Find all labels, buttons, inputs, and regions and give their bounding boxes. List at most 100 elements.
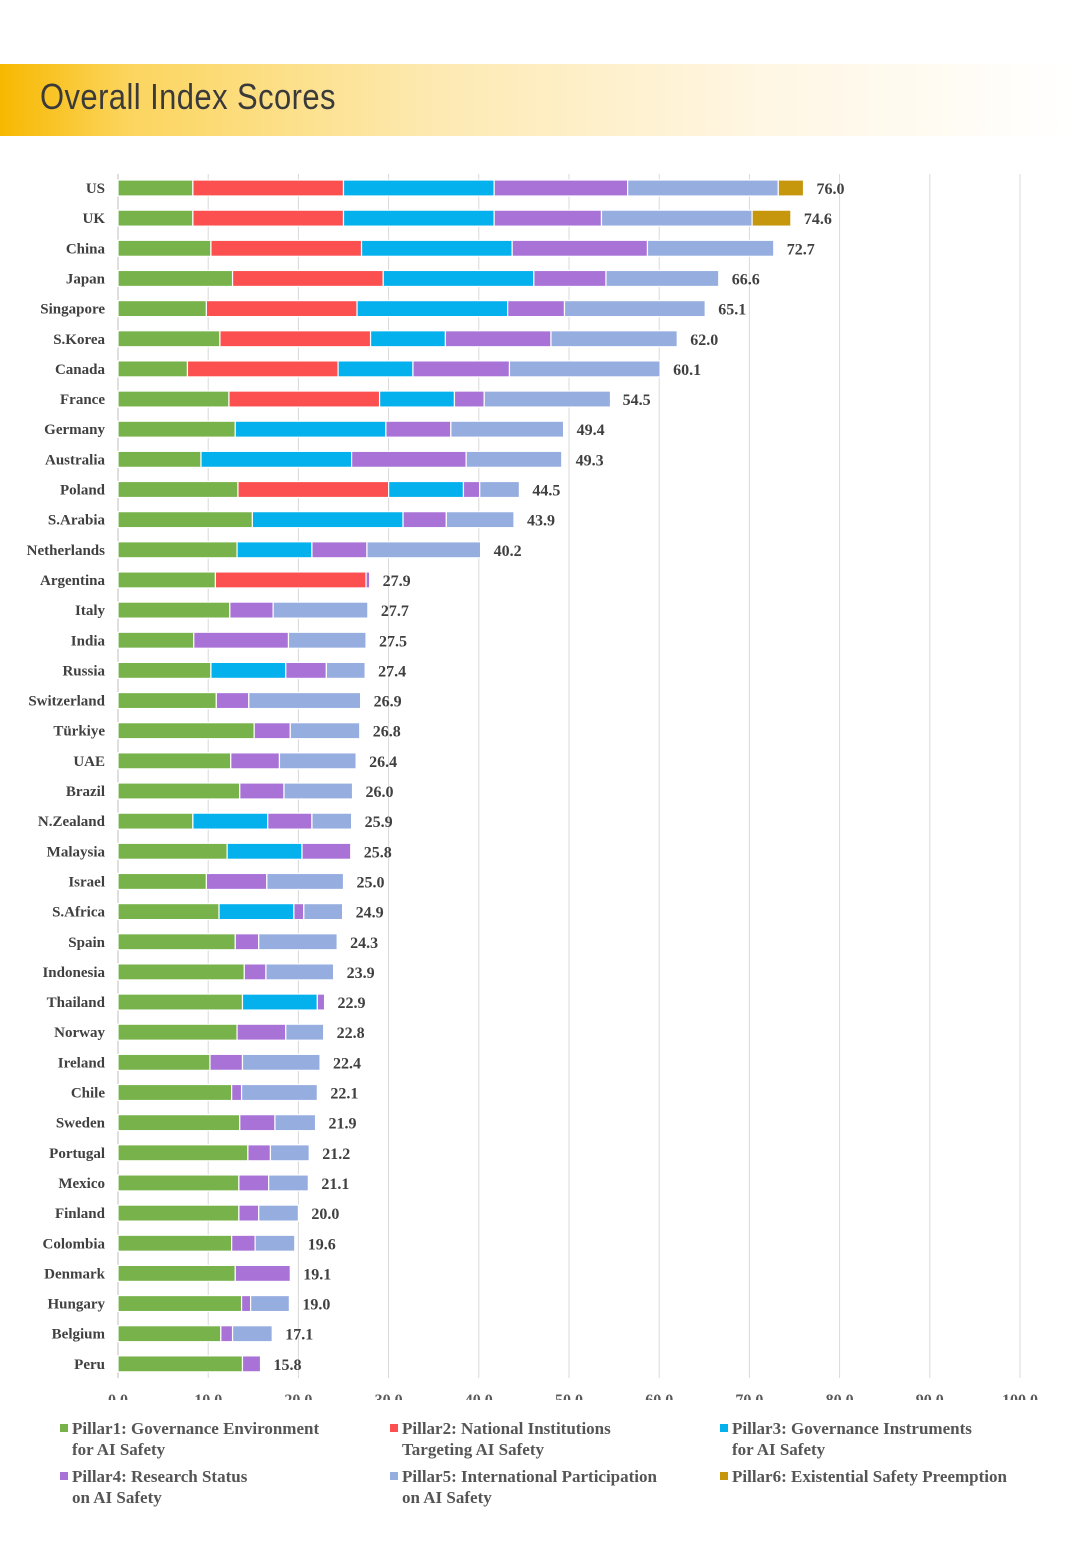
total-value-label: 26.9 bbox=[374, 694, 402, 711]
bar-segment-pillar4 bbox=[241, 1355, 262, 1373]
legend-item-pillar3: Pillar3: Governance Instruments for AI S… bbox=[720, 1418, 972, 1460]
bar-segment-pillar1 bbox=[117, 450, 202, 468]
bar-segment-pillar5 bbox=[241, 1053, 321, 1071]
bar-segment-pillar1 bbox=[117, 390, 230, 408]
bar-segment-pillar2 bbox=[186, 360, 339, 378]
x-tick-label: 10.0 bbox=[194, 1392, 222, 1400]
bar-segment-pillar1 bbox=[117, 1234, 233, 1252]
total-value-label: 44.5 bbox=[532, 483, 560, 500]
total-value-label: 22.9 bbox=[338, 995, 366, 1012]
bar-segment-pillar5 bbox=[600, 209, 753, 227]
bar-segment-pillar3 bbox=[210, 661, 287, 679]
bar-segment-pillar4 bbox=[293, 902, 305, 921]
bar-segment-pillar1 bbox=[117, 1114, 241, 1132]
bar-segment-pillar1 bbox=[117, 330, 221, 348]
bar-segment-pillar3 bbox=[200, 450, 353, 468]
bar-segment-pillar1 bbox=[117, 209, 194, 227]
bar-segment-pillar1 bbox=[117, 902, 220, 921]
bar-segment-pillar5 bbox=[258, 1204, 300, 1222]
bar-segment-pillar4 bbox=[243, 963, 267, 981]
x-tick-label: 0.0 bbox=[108, 1392, 128, 1400]
category-label: Chile bbox=[71, 1086, 106, 1102]
bar-segment-pillar3 bbox=[241, 993, 318, 1011]
bar-segment-pillar1 bbox=[117, 963, 245, 981]
x-tick-label: 20.0 bbox=[284, 1392, 312, 1400]
category-label: Brazil bbox=[66, 784, 105, 800]
category-label: Sweden bbox=[56, 1116, 106, 1132]
bar-segment-pillar1 bbox=[117, 1144, 249, 1162]
legend-item-pillar6: Pillar6: Existential Safety Preemption bbox=[720, 1466, 1007, 1487]
total-value-label: 76.0 bbox=[817, 181, 845, 198]
total-value-label: 26.8 bbox=[373, 724, 401, 741]
category-label: Netherlands bbox=[27, 543, 105, 559]
bar-segment-pillar4 bbox=[493, 209, 603, 227]
total-value-label: 25.8 bbox=[364, 844, 392, 861]
total-value-label: 27.9 bbox=[383, 573, 411, 590]
category-label: UAE bbox=[73, 754, 105, 770]
bar-segment-pillar5 bbox=[254, 1234, 296, 1252]
x-tick-label: 100.0 bbox=[1002, 1392, 1038, 1400]
bar-segment-pillar1 bbox=[117, 360, 189, 378]
total-value-label: 27.7 bbox=[381, 603, 409, 620]
bar-segment-pillar4 bbox=[493, 179, 629, 197]
total-value-label: 27.5 bbox=[379, 633, 407, 650]
bar-segment-pillar1 bbox=[117, 300, 207, 318]
total-value-label: 22.4 bbox=[333, 1055, 361, 1072]
bar-segment-pillar3 bbox=[192, 812, 269, 830]
category-label: Mexico bbox=[58, 1176, 105, 1192]
legend-item-pillar4: Pillar4: Research Status on AI Safety bbox=[60, 1466, 247, 1508]
category-label: Russia bbox=[62, 663, 105, 679]
bar-segment-pillar1 bbox=[117, 691, 217, 710]
total-value-label: 19.6 bbox=[308, 1236, 336, 1253]
bar-segment-pillar1 bbox=[117, 601, 231, 619]
bar-segment-pillar4 bbox=[239, 1114, 276, 1132]
bar-segment-pillar5 bbox=[274, 1114, 317, 1132]
bar-segment-pillar3 bbox=[360, 239, 513, 257]
bar-segment-pillar4 bbox=[209, 1053, 244, 1071]
total-value-label: 19.1 bbox=[303, 1266, 331, 1283]
legend-label: Pillar2: National Institutions Targeting… bbox=[402, 1419, 611, 1459]
total-value-label: 22.1 bbox=[330, 1086, 358, 1103]
bar-segment-pillar1 bbox=[117, 1294, 243, 1313]
bar-segment-pillar1 bbox=[117, 933, 236, 951]
bar-segment-pillar5 bbox=[248, 691, 362, 710]
page-title: Overall Index Scores bbox=[40, 76, 336, 117]
bar-segment-pillar5 bbox=[445, 511, 515, 529]
total-value-label: 43.9 bbox=[527, 513, 555, 530]
bar-segment-pillar5 bbox=[258, 933, 338, 951]
bar-segment-pillar3 bbox=[251, 511, 404, 529]
category-label: US bbox=[86, 181, 105, 197]
bar-segment-pillar6 bbox=[777, 179, 805, 197]
bar-segment-pillar5 bbox=[627, 179, 779, 197]
bar-segment-pillar5 bbox=[249, 1294, 290, 1313]
bar-segment-pillar4 bbox=[238, 1204, 260, 1222]
bar-segment-pillar5 bbox=[265, 963, 335, 981]
legend-item-pillar2: Pillar2: National Institutions Targeting… bbox=[390, 1418, 611, 1460]
bar-segment-pillar5 bbox=[508, 360, 661, 378]
total-value-label: 22.8 bbox=[337, 1025, 365, 1042]
bar-segment-pillar2 bbox=[219, 330, 372, 348]
bar-segment-pillar4 bbox=[205, 872, 268, 891]
total-value-label: 21.1 bbox=[321, 1176, 349, 1193]
bar-segment-pillar6 bbox=[751, 209, 792, 227]
category-label: Finland bbox=[55, 1206, 106, 1222]
bar-segment-pillar1 bbox=[117, 661, 212, 679]
bar-segment-pillar1 bbox=[117, 480, 239, 499]
total-value-label: 27.4 bbox=[378, 663, 406, 680]
legend-label: Pillar4: Research Status on AI Safety bbox=[72, 1467, 248, 1507]
bar-segment-pillar5 bbox=[283, 782, 354, 800]
bar-segment-pillar3 bbox=[378, 390, 456, 408]
bar-segment-pillar4 bbox=[533, 269, 607, 288]
bar-segment-pillar4 bbox=[311, 541, 368, 559]
bar-segment-pillar1 bbox=[117, 722, 255, 740]
total-value-label: 72.7 bbox=[787, 241, 815, 258]
bar-segment-pillar4 bbox=[511, 239, 649, 257]
bar-segment-pillar5 bbox=[366, 541, 482, 559]
category-label: Switzerland bbox=[28, 694, 105, 710]
title-band bbox=[0, 64, 1070, 136]
category-label: S.Africa bbox=[52, 905, 105, 921]
bar-segment-pillar4 bbox=[215, 691, 250, 710]
bar-segment-pillar4 bbox=[193, 631, 290, 649]
total-value-label: 21.2 bbox=[322, 1146, 350, 1163]
bar-segment-pillar4 bbox=[453, 390, 485, 408]
